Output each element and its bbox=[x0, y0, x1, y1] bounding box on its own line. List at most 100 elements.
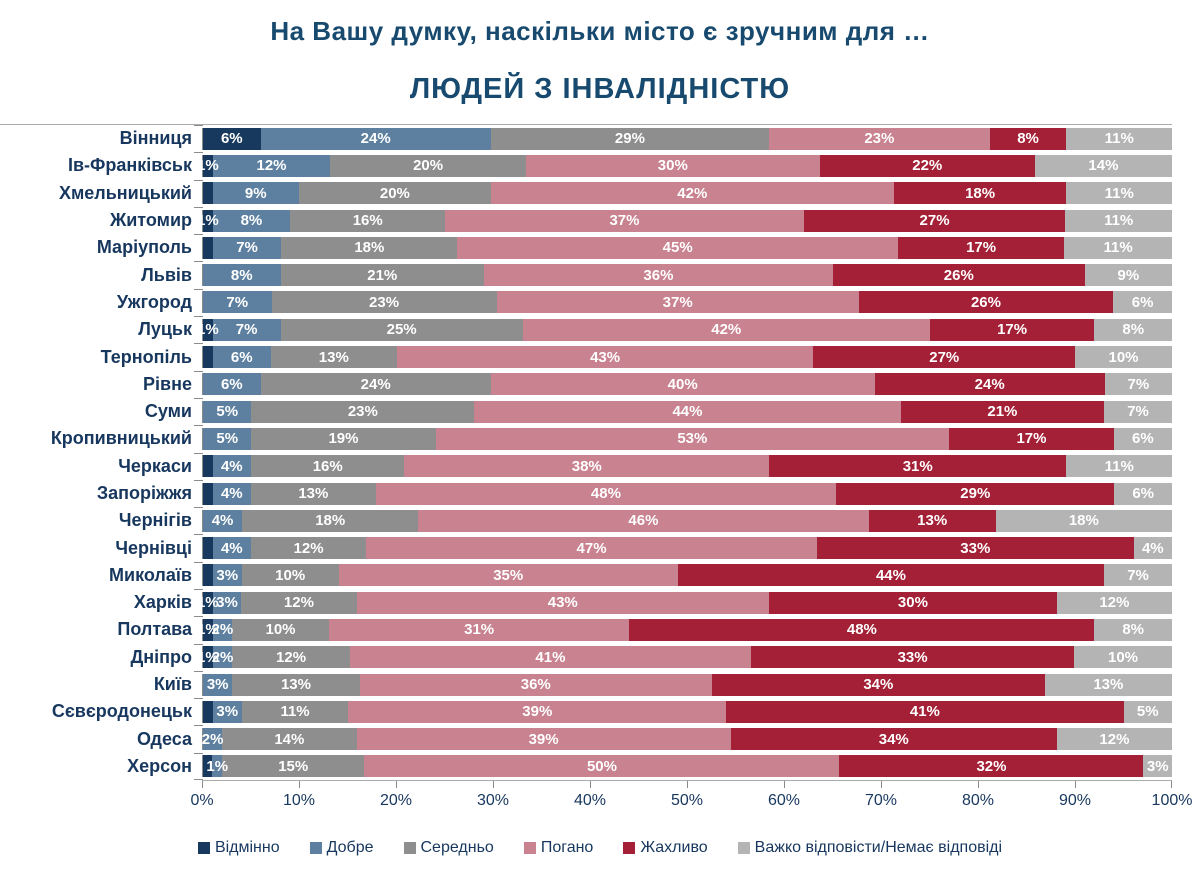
bar-track: 1% 2% 12% 41% 33% 10% bbox=[197, 646, 1172, 669]
bar-segment: 33% bbox=[751, 646, 1075, 669]
x-axis-tick bbox=[784, 781, 785, 788]
bar-value-label: 10% bbox=[275, 566, 306, 584]
x-axis-tick bbox=[299, 781, 300, 788]
bar-track: 6% 13% 43% 27% 10% bbox=[202, 346, 1172, 369]
bar-segment: 15% bbox=[221, 755, 365, 778]
city-label: Одеса bbox=[137, 728, 192, 749]
bar-value-label: 34% bbox=[863, 676, 894, 694]
bar-value-label: 8% bbox=[1122, 321, 1145, 339]
bar-track: 1% 15% 50% 32% 3% bbox=[202, 755, 1172, 778]
bar-segment: 18% bbox=[242, 509, 419, 532]
bar-value-label: 14% bbox=[274, 730, 305, 748]
bar-value-label: 18% bbox=[354, 239, 385, 257]
bar-value-label: 12% bbox=[256, 157, 287, 175]
bar-track: 3% 13% 36% 34% 13% bbox=[202, 673, 1172, 696]
category-tick bbox=[194, 752, 203, 754]
city-label: Дніпро bbox=[130, 646, 192, 667]
bar-segment: 40% bbox=[490, 373, 875, 396]
bar-value-label: 7% bbox=[1127, 403, 1149, 421]
bar-value-label: 37% bbox=[609, 212, 640, 230]
chart-row: Чернівці 4% 12% 47% 33% 4% bbox=[0, 534, 1172, 561]
legend-label: Відмінно bbox=[214, 839, 280, 856]
bar-value-label: 32% bbox=[976, 757, 1007, 775]
bar-value-label: 17% bbox=[997, 321, 1028, 339]
chart-row: Київ 3% 13% 36% 34% 13% bbox=[0, 671, 1172, 698]
bar-value-label: 1% bbox=[197, 648, 219, 666]
bar-value-label: 18% bbox=[315, 512, 346, 530]
bar-track: 3% 11% 39% 41% 5% bbox=[202, 700, 1172, 723]
legend-item: Важко відповісти/Немає відповіді bbox=[737, 839, 1003, 857]
bar-value-label: 13% bbox=[298, 485, 329, 502]
bar-track: 9% 20% 42% 18% 11% bbox=[202, 182, 1172, 205]
bar-value-label: 43% bbox=[547, 594, 578, 612]
x-axis: 0% 10% 20% 30% 40% 50% 60% 70% 80% 90% 100% bbox=[190, 780, 1192, 823]
bar-value-label: 12% bbox=[1099, 594, 1130, 612]
bar-segment: 23% bbox=[271, 291, 497, 314]
bar-segment: 20% bbox=[330, 154, 526, 177]
category-tick bbox=[194, 698, 203, 700]
bar-track: 7% 23% 37% 26% 6% bbox=[202, 291, 1172, 314]
chart-row: Сєвєродонецьк 3% 11% 39% 41% 5% bbox=[0, 698, 1172, 725]
bar-segment: 4% bbox=[203, 509, 243, 532]
x-axis-tick bbox=[493, 781, 494, 788]
category-tick bbox=[194, 370, 203, 372]
legend-item: Середньо bbox=[403, 839, 494, 857]
bar-segment bbox=[203, 346, 213, 369]
bar-value-label: 19% bbox=[328, 430, 359, 448]
chart-row: Тернопіль 6% 13% 43% 27% 10% bbox=[0, 343, 1172, 370]
bar-segment: 11% bbox=[241, 700, 349, 723]
bar-segment: 7% bbox=[1104, 400, 1172, 423]
bar-segment: 8% bbox=[203, 264, 281, 287]
bar-value-label: 2% bbox=[211, 621, 234, 639]
bar-segment: 18% bbox=[281, 236, 458, 259]
bar-value-label: 31% bbox=[464, 621, 495, 639]
bar-value-label: 38% bbox=[571, 457, 602, 475]
bar-track: 7% 18% 45% 17% 11% bbox=[202, 236, 1172, 259]
x-axis-label: 60% bbox=[767, 792, 801, 809]
bar-value-label: 13% bbox=[280, 676, 311, 694]
bar-track: 4% 16% 38% 31% 11% bbox=[202, 455, 1172, 478]
city-label: Вінниця bbox=[119, 128, 192, 149]
bar-value-label: 4% bbox=[220, 539, 243, 557]
bar-value-label: 4% bbox=[220, 457, 243, 475]
legend-label: Добре bbox=[326, 839, 374, 856]
city-label: Харків bbox=[133, 592, 192, 613]
bar-value-label: 11% bbox=[1104, 212, 1134, 230]
bar-segment: 8% bbox=[989, 127, 1067, 150]
bar-segment: 21% bbox=[280, 264, 484, 287]
bar-value-label: 8% bbox=[1122, 621, 1145, 639]
bar-segment bbox=[203, 564, 213, 587]
bar-value-label: 1% bbox=[197, 321, 219, 339]
bar-value-label: 1% bbox=[197, 212, 219, 230]
bar-track: 6% 24% 29% 23% 8% 11% bbox=[202, 127, 1172, 150]
bar-value-label: 40% bbox=[667, 375, 698, 393]
bar-value-label: 7% bbox=[236, 239, 258, 257]
x-axis-tick bbox=[881, 781, 882, 788]
legend-label: Важко відповісти/Немає відповіді bbox=[754, 839, 1003, 856]
bar-segment: 3% bbox=[212, 564, 242, 587]
bar-value-label: 13% bbox=[917, 512, 948, 530]
bar-value-label: 34% bbox=[878, 730, 909, 748]
bar-segment: 41% bbox=[349, 646, 752, 669]
bar-value-label: 26% bbox=[943, 266, 974, 284]
bar-value-label: 1% bbox=[196, 594, 219, 612]
bar-value-label: 18% bbox=[965, 184, 996, 202]
bar-segment: 12% bbox=[212, 154, 331, 177]
bar-segment bbox=[203, 455, 213, 478]
chart-legend: Відмінно Добре Середньо Погано Жахливо Важко … bbox=[0, 839, 1200, 857]
bar-segment: 13% bbox=[868, 509, 996, 532]
bar-segment: 13% bbox=[250, 482, 376, 505]
chart-row: Дніпро 1% 2% 12% 41% 33% 10% bbox=[0, 644, 1172, 671]
category-tick bbox=[194, 725, 203, 727]
category-tick bbox=[194, 588, 203, 590]
bar-value-label: 3% bbox=[206, 676, 229, 694]
x-axis-label: 100% bbox=[1151, 792, 1193, 809]
bar-value-label: 20% bbox=[379, 184, 410, 202]
bar-value-label: 6% bbox=[1132, 485, 1155, 502]
bar-value-label: 44% bbox=[672, 403, 703, 421]
chart-subtitle: ЛЮДЕЙ З ІНВАЛІДНІСТЮ bbox=[409, 73, 791, 105]
category-tick bbox=[194, 288, 203, 290]
bar-segment: 6% bbox=[212, 346, 271, 369]
x-axis-tick bbox=[396, 781, 397, 788]
chart-row: Херсон 1% 15% 50% 32% 3% bbox=[0, 753, 1172, 780]
